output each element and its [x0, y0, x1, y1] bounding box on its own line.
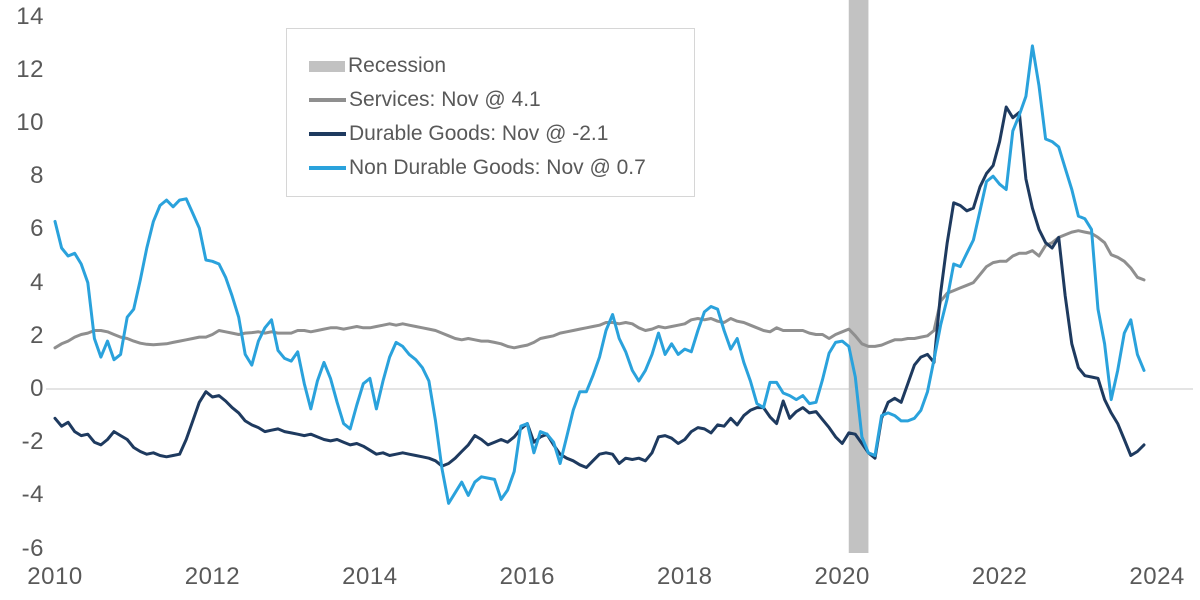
x-tick-label: 2010 — [27, 563, 83, 590]
durable-goods-line-swatch — [309, 132, 346, 136]
y-tick-label: 2 — [30, 321, 44, 349]
durable-goods-line — [53, 105, 1146, 469]
y-tick-label: 0 — [30, 375, 44, 402]
y-tick-label: 4 — [30, 268, 44, 296]
x-tick-label: 2022 — [971, 563, 1028, 590]
y-tick-label: 10 — [16, 109, 44, 136]
y-tick-label: 14 — [16, 2, 44, 30]
legend-item-durable-goods: Durable Goods: Nov @ -2.1 — [309, 117, 694, 151]
x-tick-label: 2020 — [814, 563, 870, 590]
x-tick-label: 2016 — [499, 563, 555, 590]
legend: Recession Services: Nov @ 4.1 Durable Go… — [286, 28, 695, 197]
non-durable-goods-line-swatch — [309, 166, 346, 170]
legend-label-recession: Recession — [348, 54, 447, 77]
legend-label-durable-goods: Durable Goods: Nov @ -2.1 — [349, 122, 609, 145]
y-tick-label: -2 — [21, 428, 44, 456]
legend-item-non-durable-goods: Non Durable Goods: Nov @ 0.7 — [309, 151, 694, 185]
x-tick-label: 2024 — [1129, 563, 1185, 590]
y-tick-label: 12 — [16, 55, 44, 83]
x-tick-label: 2018 — [657, 563, 713, 590]
recession-swatch — [309, 60, 345, 72]
legend-item-recession: Recession — [309, 49, 694, 83]
y-tick-label: 6 — [30, 215, 44, 243]
services-line-swatch — [309, 98, 346, 102]
non-durable-goods-line — [53, 44, 1146, 505]
y-tick-label: -6 — [21, 534, 44, 562]
y-tick-label: 8 — [30, 162, 44, 190]
y-tick-label: -4 — [21, 481, 44, 509]
x-tick-label: 2014 — [342, 563, 398, 590]
legend-label-services: Services: Nov @ 4.1 — [349, 88, 541, 111]
recession-band — [848, 0, 869, 553]
x-tick-label: 2012 — [184, 563, 241, 590]
legend-item-services: Services: Nov @ 4.1 — [309, 83, 694, 117]
services-line — [53, 229, 1146, 350]
legend-label-non-durable-goods: Non Durable Goods: Nov @ 0.7 — [349, 156, 646, 179]
